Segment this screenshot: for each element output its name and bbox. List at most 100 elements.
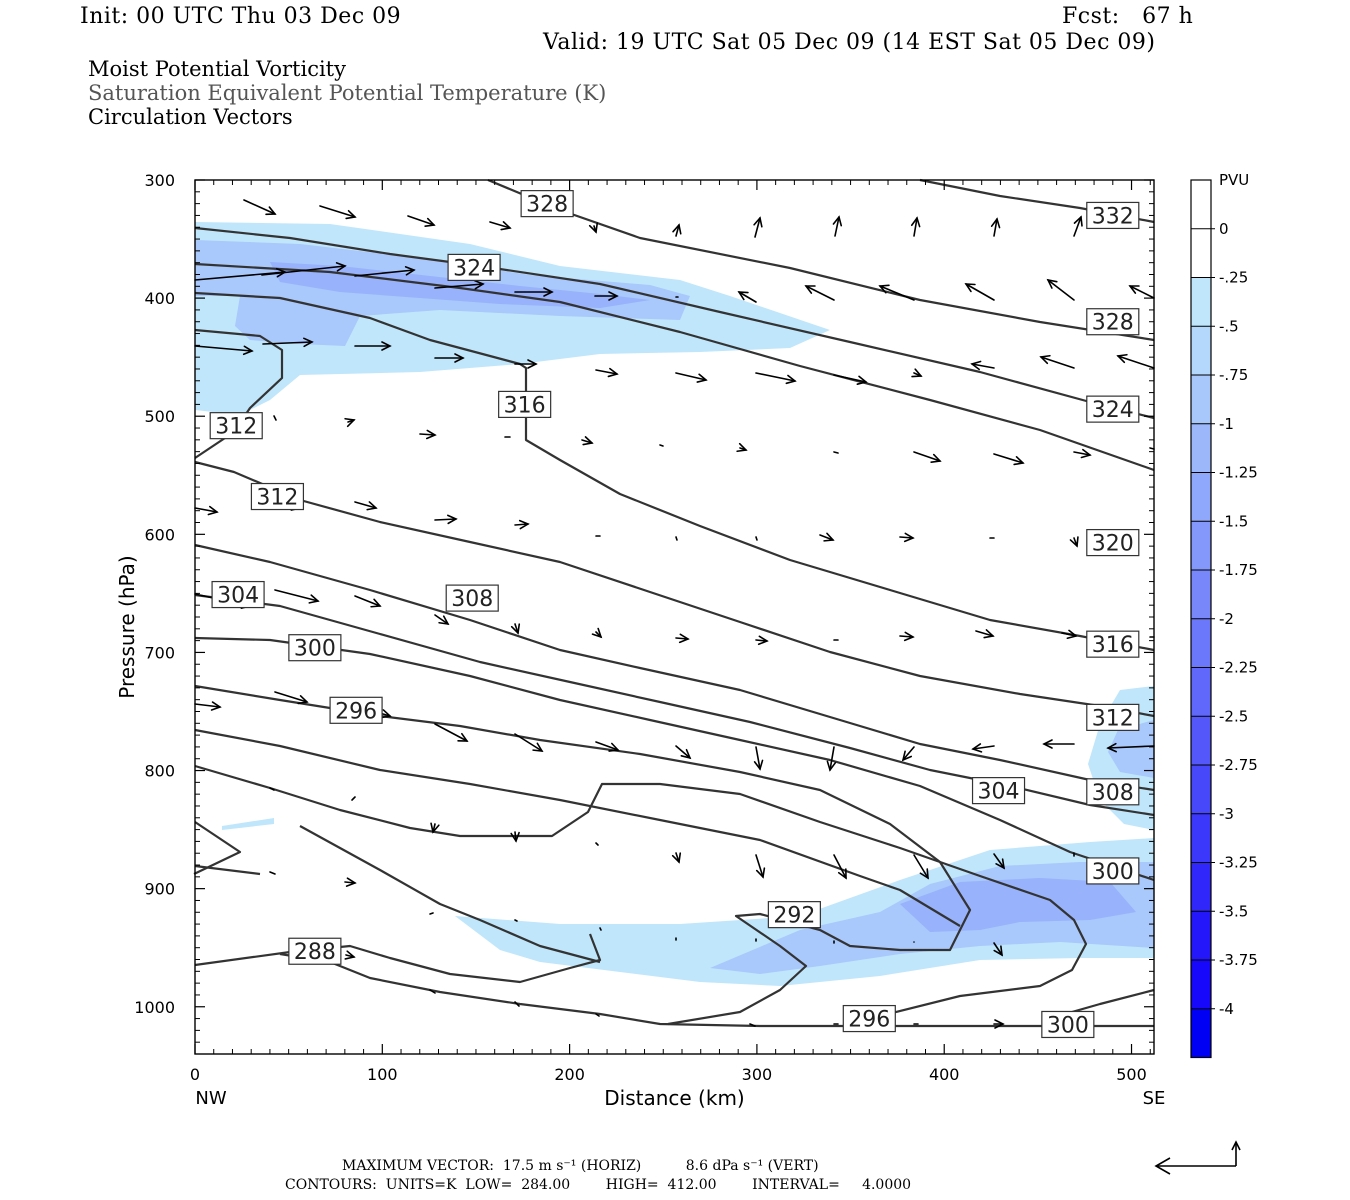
circulation-vector bbox=[993, 853, 1006, 870]
contour-line bbox=[194, 543, 1155, 792]
circulation-vector bbox=[514, 1001, 520, 1007]
circulation-vector bbox=[274, 589, 320, 604]
pv-small-patch bbox=[222, 818, 274, 830]
contour-label-box bbox=[1086, 703, 1140, 731]
colorbar-label: -3.5 bbox=[1219, 902, 1248, 920]
circulation-vector bbox=[514, 359, 538, 369]
colorbar-label: -.5 bbox=[1219, 317, 1239, 335]
contour-line bbox=[194, 636, 1155, 882]
pv-right-mid bbox=[1108, 720, 1154, 778]
circulation-vector bbox=[659, 444, 664, 447]
contour-label-box bbox=[209, 412, 263, 440]
contour-label-box bbox=[250, 482, 305, 511]
contour-label: 316 bbox=[504, 393, 546, 418]
contour-label: 312 bbox=[256, 486, 298, 511]
contour-label: 308 bbox=[451, 587, 493, 612]
circulation-vector bbox=[429, 989, 436, 994]
contour-label: 320 bbox=[1092, 532, 1134, 557]
circulation-vector bbox=[354, 595, 382, 608]
circulation-vector bbox=[354, 266, 416, 277]
forecast-hour: Fcst: 67 h bbox=[1062, 4, 1194, 29]
contour-label-box bbox=[1086, 201, 1140, 230]
circulation-vector bbox=[1073, 448, 1092, 459]
circulation-vector bbox=[1073, 215, 1083, 237]
contour-label-box bbox=[1086, 395, 1140, 423]
circulation-vector bbox=[1046, 278, 1075, 301]
contour-label-box bbox=[842, 1004, 896, 1033]
y-tick-label: 700 bbox=[144, 643, 175, 662]
contour-line bbox=[194, 764, 1088, 1018]
contour-label-box bbox=[211, 580, 265, 609]
contour-label-box bbox=[767, 901, 821, 929]
circulation-vector bbox=[588, 222, 599, 234]
circulation-vector bbox=[913, 854, 929, 880]
circulation-vector bbox=[434, 279, 485, 290]
circulation-vector bbox=[671, 852, 682, 864]
circulation-vector bbox=[581, 436, 594, 446]
circulation-vector bbox=[1061, 629, 1078, 640]
contour-label: 316 bbox=[1092, 633, 1134, 658]
contour-label: 328 bbox=[526, 193, 568, 218]
x-axis-label: Distance (km) bbox=[604, 1086, 744, 1110]
colorbar-swatch bbox=[1191, 570, 1211, 619]
y-tick-label: 300 bbox=[144, 171, 175, 190]
circulation-vector bbox=[993, 1019, 1005, 1029]
circulation-vectors bbox=[194, 199, 1155, 1029]
circulation-vector bbox=[354, 341, 392, 351]
contour-line bbox=[194, 864, 261, 876]
contour-label: 304 bbox=[217, 584, 259, 609]
colorbar-swatch bbox=[1191, 911, 1211, 960]
contour-label-box bbox=[971, 777, 1026, 805]
colorbar-label: -1.5 bbox=[1219, 512, 1248, 530]
circulation-vector bbox=[675, 536, 678, 541]
contour-label-box bbox=[1086, 630, 1140, 658]
contour-label: 300 bbox=[1047, 1013, 1089, 1038]
x-tick-label: 500 bbox=[1116, 1065, 1147, 1084]
circulation-vector bbox=[514, 733, 544, 752]
contour-label: 296 bbox=[848, 1008, 890, 1033]
x-tick-label: 300 bbox=[742, 1065, 773, 1084]
colorbar-label: -2.5 bbox=[1219, 707, 1248, 725]
contour-label-box bbox=[1086, 528, 1140, 557]
contour-label-box bbox=[498, 390, 552, 419]
circulation-vector bbox=[434, 614, 450, 626]
circulation-vector bbox=[591, 627, 603, 639]
circulation-vector bbox=[899, 631, 915, 642]
contour-info-note: CONTOURS: UNITS=K LOW= 284.00 HIGH= 412.… bbox=[285, 1177, 912, 1193]
colorbar-swatch bbox=[1191, 521, 1211, 570]
circulation-vector bbox=[901, 746, 915, 762]
circulation-vector bbox=[354, 501, 378, 511]
contour-label-box bbox=[520, 190, 574, 218]
y-tick-label: 800 bbox=[144, 762, 175, 781]
contour-line bbox=[194, 262, 1155, 472]
contour-label-box bbox=[329, 696, 383, 724]
circulation-vector bbox=[269, 787, 275, 791]
colorbar-label: -1 bbox=[1219, 415, 1234, 433]
contour-label: 328 bbox=[1092, 311, 1134, 336]
x-tick-label: 100 bbox=[367, 1065, 398, 1084]
circulation-vector bbox=[261, 262, 347, 276]
colorbar-swatch bbox=[1191, 716, 1211, 765]
circulation-vector bbox=[434, 514, 458, 525]
colorbar-title: PVU bbox=[1219, 171, 1249, 189]
circulation-vector bbox=[899, 532, 915, 543]
y-tick-label: 900 bbox=[144, 880, 175, 899]
colorbar-label: -.25 bbox=[1219, 269, 1248, 287]
circulation-vector bbox=[419, 429, 437, 440]
circulation-vector bbox=[514, 519, 530, 530]
circulation-vector bbox=[749, 1023, 756, 1027]
circulation-vector bbox=[878, 284, 915, 301]
colorbar-label: -2 bbox=[1219, 610, 1234, 628]
circulation-vector bbox=[407, 215, 436, 227]
colorbar: PVU 0 -.25 -.5 -.75 -1 -1.25 -1.5 -1.75 -2 -2.25 -2… bbox=[1190, 171, 1258, 1059]
circulation-vector bbox=[344, 950, 356, 960]
circulation-vector bbox=[262, 337, 314, 348]
circulation-vector bbox=[911, 368, 923, 378]
contour-label: 332 bbox=[1092, 204, 1134, 229]
legend-vectors: Circulation Vectors bbox=[88, 105, 293, 129]
circulation-vector bbox=[351, 796, 356, 801]
y-tick-label: 500 bbox=[144, 407, 175, 426]
theta-es-contours bbox=[193, 178, 1155, 1028]
circulation-vector bbox=[269, 871, 276, 875]
colorbar-swatch bbox=[1191, 813, 1211, 863]
